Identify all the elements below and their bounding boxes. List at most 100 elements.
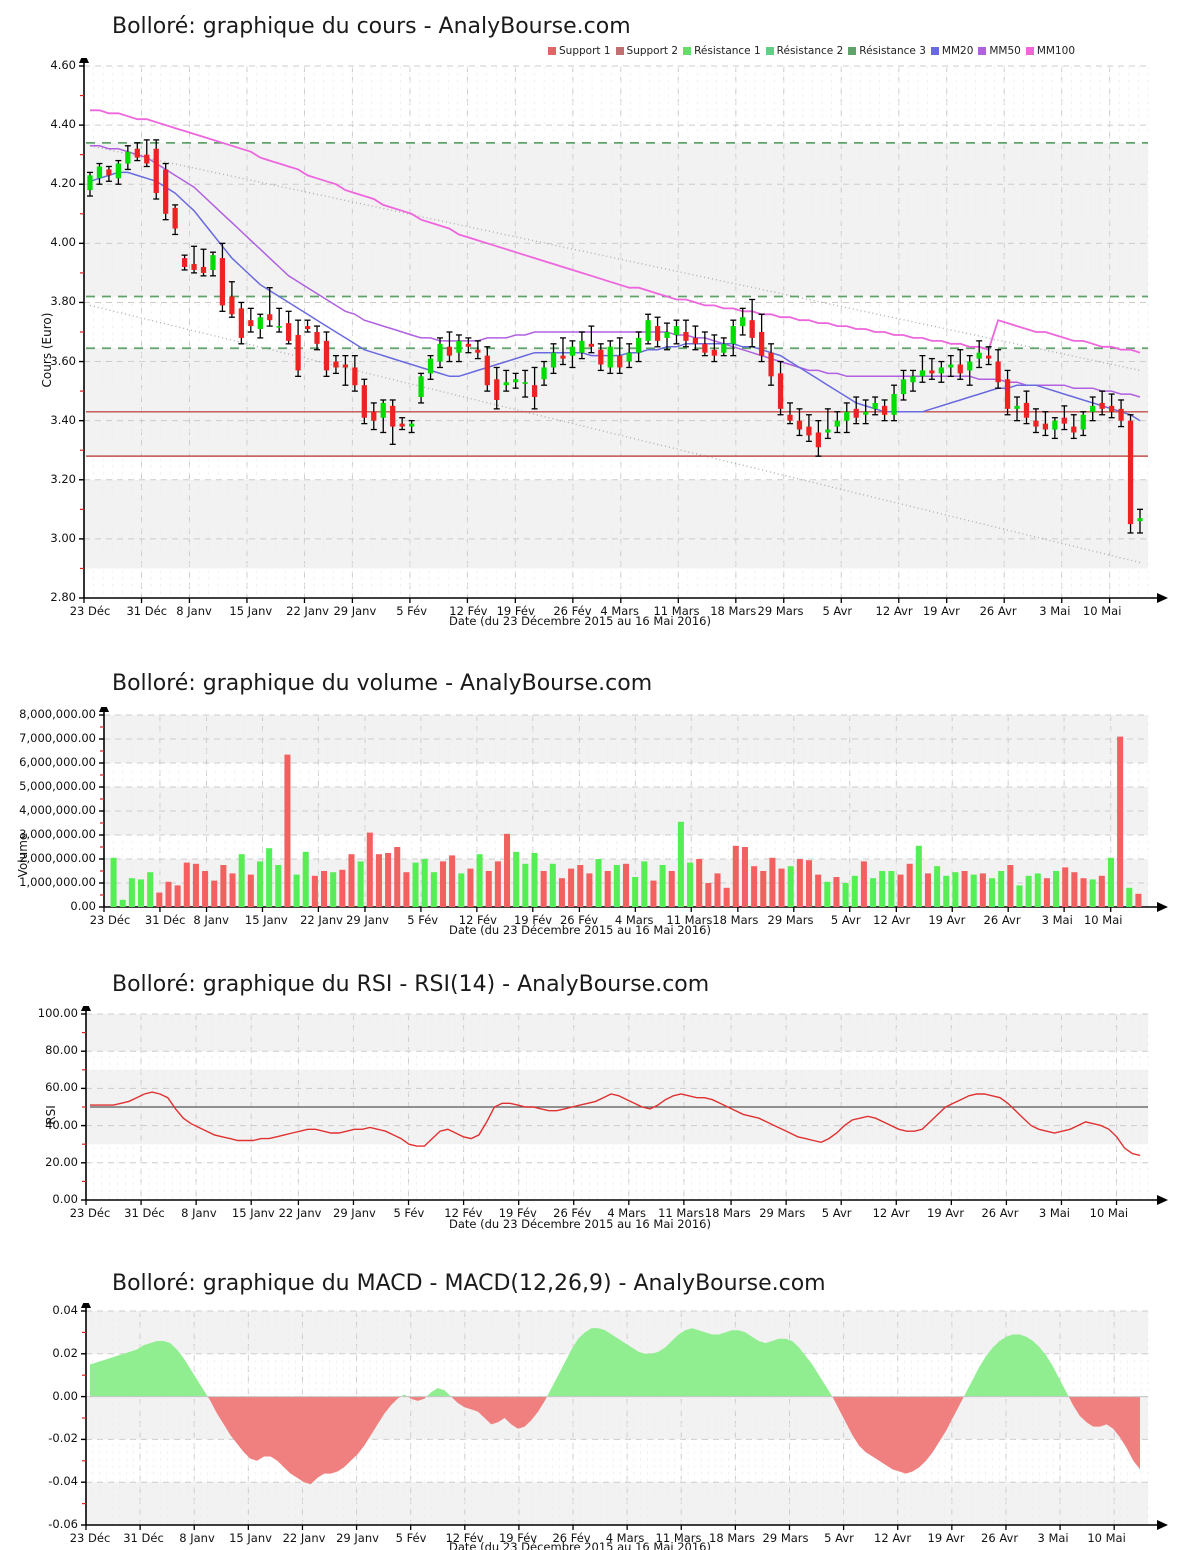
legend-label: Support 1	[559, 45, 611, 57]
x-tick-label: 5 Fév	[393, 1206, 425, 1220]
volume-plot	[0, 707, 1200, 923]
x-tick-label: 23 Déc	[69, 1206, 111, 1220]
x-tick-label: 5 Avr	[830, 913, 861, 927]
rsi-panel: Bolloré: graphique du RSI - RSI(14) - An…	[0, 960, 1200, 1250]
x-tick-label: 11 Mars	[653, 604, 700, 618]
x-tick-label: 19 Avr	[927, 1206, 965, 1220]
x-tick-label: 12 Fév	[445, 1531, 484, 1545]
y-tick-label: 0.00	[70, 899, 96, 913]
volume-x-axis-label: Date (du 23 Décembre 2015 au 16 Mai 2016…	[449, 923, 711, 937]
x-tick-label: 15 Janv	[229, 1531, 272, 1545]
x-tick-label: 31 Déc	[123, 1531, 164, 1545]
y-tick-label: -0.04	[48, 1474, 78, 1489]
x-tick-label: 19 Fév	[496, 604, 535, 618]
legend-swatch-icon	[978, 47, 987, 55]
x-tick-label: 5 Fév	[395, 1531, 427, 1545]
y-tick-label: 3.60	[50, 353, 76, 368]
volume-plot-svg	[99, 707, 1168, 912]
x-tick-label: 12 Avr	[872, 1206, 910, 1220]
x-tick-label: 31 Déc	[144, 913, 186, 927]
macd-x-axis-label: Date (du 23 Décembre 2015 au 16 Mai 2016…	[449, 1540, 711, 1550]
x-tick-label: 3 Mai	[1041, 913, 1073, 927]
macd-plot	[0, 1303, 1200, 1539]
legend-swatch-icon	[548, 47, 556, 55]
x-tick-label: 5 Fév	[396, 604, 428, 618]
x-tick-label: 4 Mars	[600, 604, 640, 618]
y-tick-label: 40.00	[45, 1117, 78, 1132]
x-tick-label: 15 Janv	[231, 1206, 275, 1220]
x-tick-label: 5 Fév	[407, 913, 439, 927]
y-tick-label: 0.00	[52, 1388, 78, 1403]
y-tick-label: 100.00	[37, 1006, 78, 1020]
y-tick-label: 1,000,000.00	[19, 875, 96, 889]
x-tick-label: 8 Janv	[176, 604, 212, 618]
x-tick-label: 3 Mai	[1039, 604, 1071, 618]
volume-chart-title: Bolloré: graphique du volume - AnalyBour…	[112, 671, 653, 696]
x-tick-label: 11 Mars	[655, 1531, 702, 1545]
x-tick-label: 26 Avr	[983, 913, 1021, 927]
x-tick-label: 26 Fév	[553, 1206, 592, 1220]
x-tick-label: 29 Mars	[757, 604, 804, 618]
x-tick-label: 29 Janv	[346, 913, 389, 927]
y-tick-label: 0.02	[52, 1345, 78, 1360]
x-tick-label: 4 Mars	[607, 1206, 646, 1220]
x-tick-label: 26 Avr	[981, 1206, 1019, 1220]
macd-chart-title: Bolloré: graphique du MACD - MACD(12,26,…	[112, 1271, 826, 1296]
y-tick-label: 5,000,000.00	[19, 779, 96, 793]
y-tick-label: 4.20	[50, 176, 76, 191]
x-tick-label: 5 Avr	[822, 604, 853, 618]
x-tick-label: 29 Mars	[767, 913, 814, 927]
y-tick-label: 3.40	[50, 412, 76, 427]
x-tick-label: 31 Déc	[124, 1206, 165, 1220]
x-tick-label: 26 Avr	[979, 604, 1017, 618]
y-tick-label: 2.80	[50, 590, 76, 604]
y-tick-label: 20.00	[45, 1154, 78, 1169]
x-tick-label: 18 Mars	[712, 913, 759, 927]
legend-swatch-icon	[683, 47, 692, 55]
y-tick-label: 4.60	[50, 58, 76, 72]
y-tick-label: 3,000,000.00	[19, 827, 96, 841]
x-tick-label: 19 Avr	[927, 1531, 965, 1545]
y-tick-label: 0.00	[52, 1192, 78, 1206]
legend-item-2: Résistance 1	[683, 45, 761, 57]
x-tick-label: 8 Janv	[193, 913, 229, 927]
x-tick-label: 31 Déc	[126, 604, 168, 618]
x-tick-label: 8 Janv	[179, 1531, 215, 1545]
x-tick-label: 18 Mars	[709, 1531, 756, 1545]
x-tick-label: 26 Fév	[553, 604, 592, 618]
x-tick-label: 10 Mai	[1087, 1531, 1126, 1545]
macd-panel: Bolloré: graphique du MACD - MACD(12,26,…	[0, 1255, 1200, 1550]
x-tick-label: 15 Janv	[244, 913, 288, 927]
y-tick-label: 2,000,000.00	[19, 851, 96, 865]
y-tick-label: 60.00	[45, 1080, 78, 1095]
x-tick-label: 10 Mai	[1083, 913, 1123, 927]
legend-swatch-icon	[1025, 47, 1034, 55]
x-tick-label: 29 Janv	[333, 1206, 376, 1220]
x-tick-label: 5 Avr	[824, 1531, 854, 1545]
y-tick-label: -0.02	[48, 1431, 78, 1446]
x-tick-label: 12 Avr	[874, 1531, 912, 1545]
x-tick-label: 22 Janv	[286, 604, 329, 618]
x-tick-label: 26 Fév	[559, 913, 599, 927]
y-tick-label: 4,000,000.00	[19, 803, 96, 817]
x-tick-label: 12 Avr	[873, 913, 911, 927]
y-tick-label: -0.06	[48, 1517, 78, 1531]
x-tick-label: 11 Mars	[658, 1206, 705, 1220]
x-tick-label: 19 Avr	[922, 604, 960, 618]
legend-label: Résistance 2	[776, 45, 844, 57]
x-tick-label: 4 Mars	[605, 1531, 645, 1545]
legend-item-5: MM20	[930, 45, 973, 57]
x-tick-label: 12 Avr	[875, 604, 913, 618]
legend-swatch-icon	[930, 47, 939, 55]
y-tick-label: 4.40	[50, 117, 76, 132]
x-tick-label: 18 Mars	[710, 604, 757, 618]
x-tick-label: 29 Janv	[333, 604, 377, 618]
y-tick-label: 4.00	[50, 235, 76, 250]
x-tick-label: 29 Mars	[762, 1531, 809, 1545]
legend-item-1: Support 2	[615, 45, 678, 57]
y-tick-label: 6,000,000.00	[19, 755, 96, 769]
x-tick-label: 23 Déc	[89, 913, 131, 927]
macd-plot-svg	[81, 1303, 1168, 1530]
y-tick-label: 3.00	[50, 530, 76, 545]
